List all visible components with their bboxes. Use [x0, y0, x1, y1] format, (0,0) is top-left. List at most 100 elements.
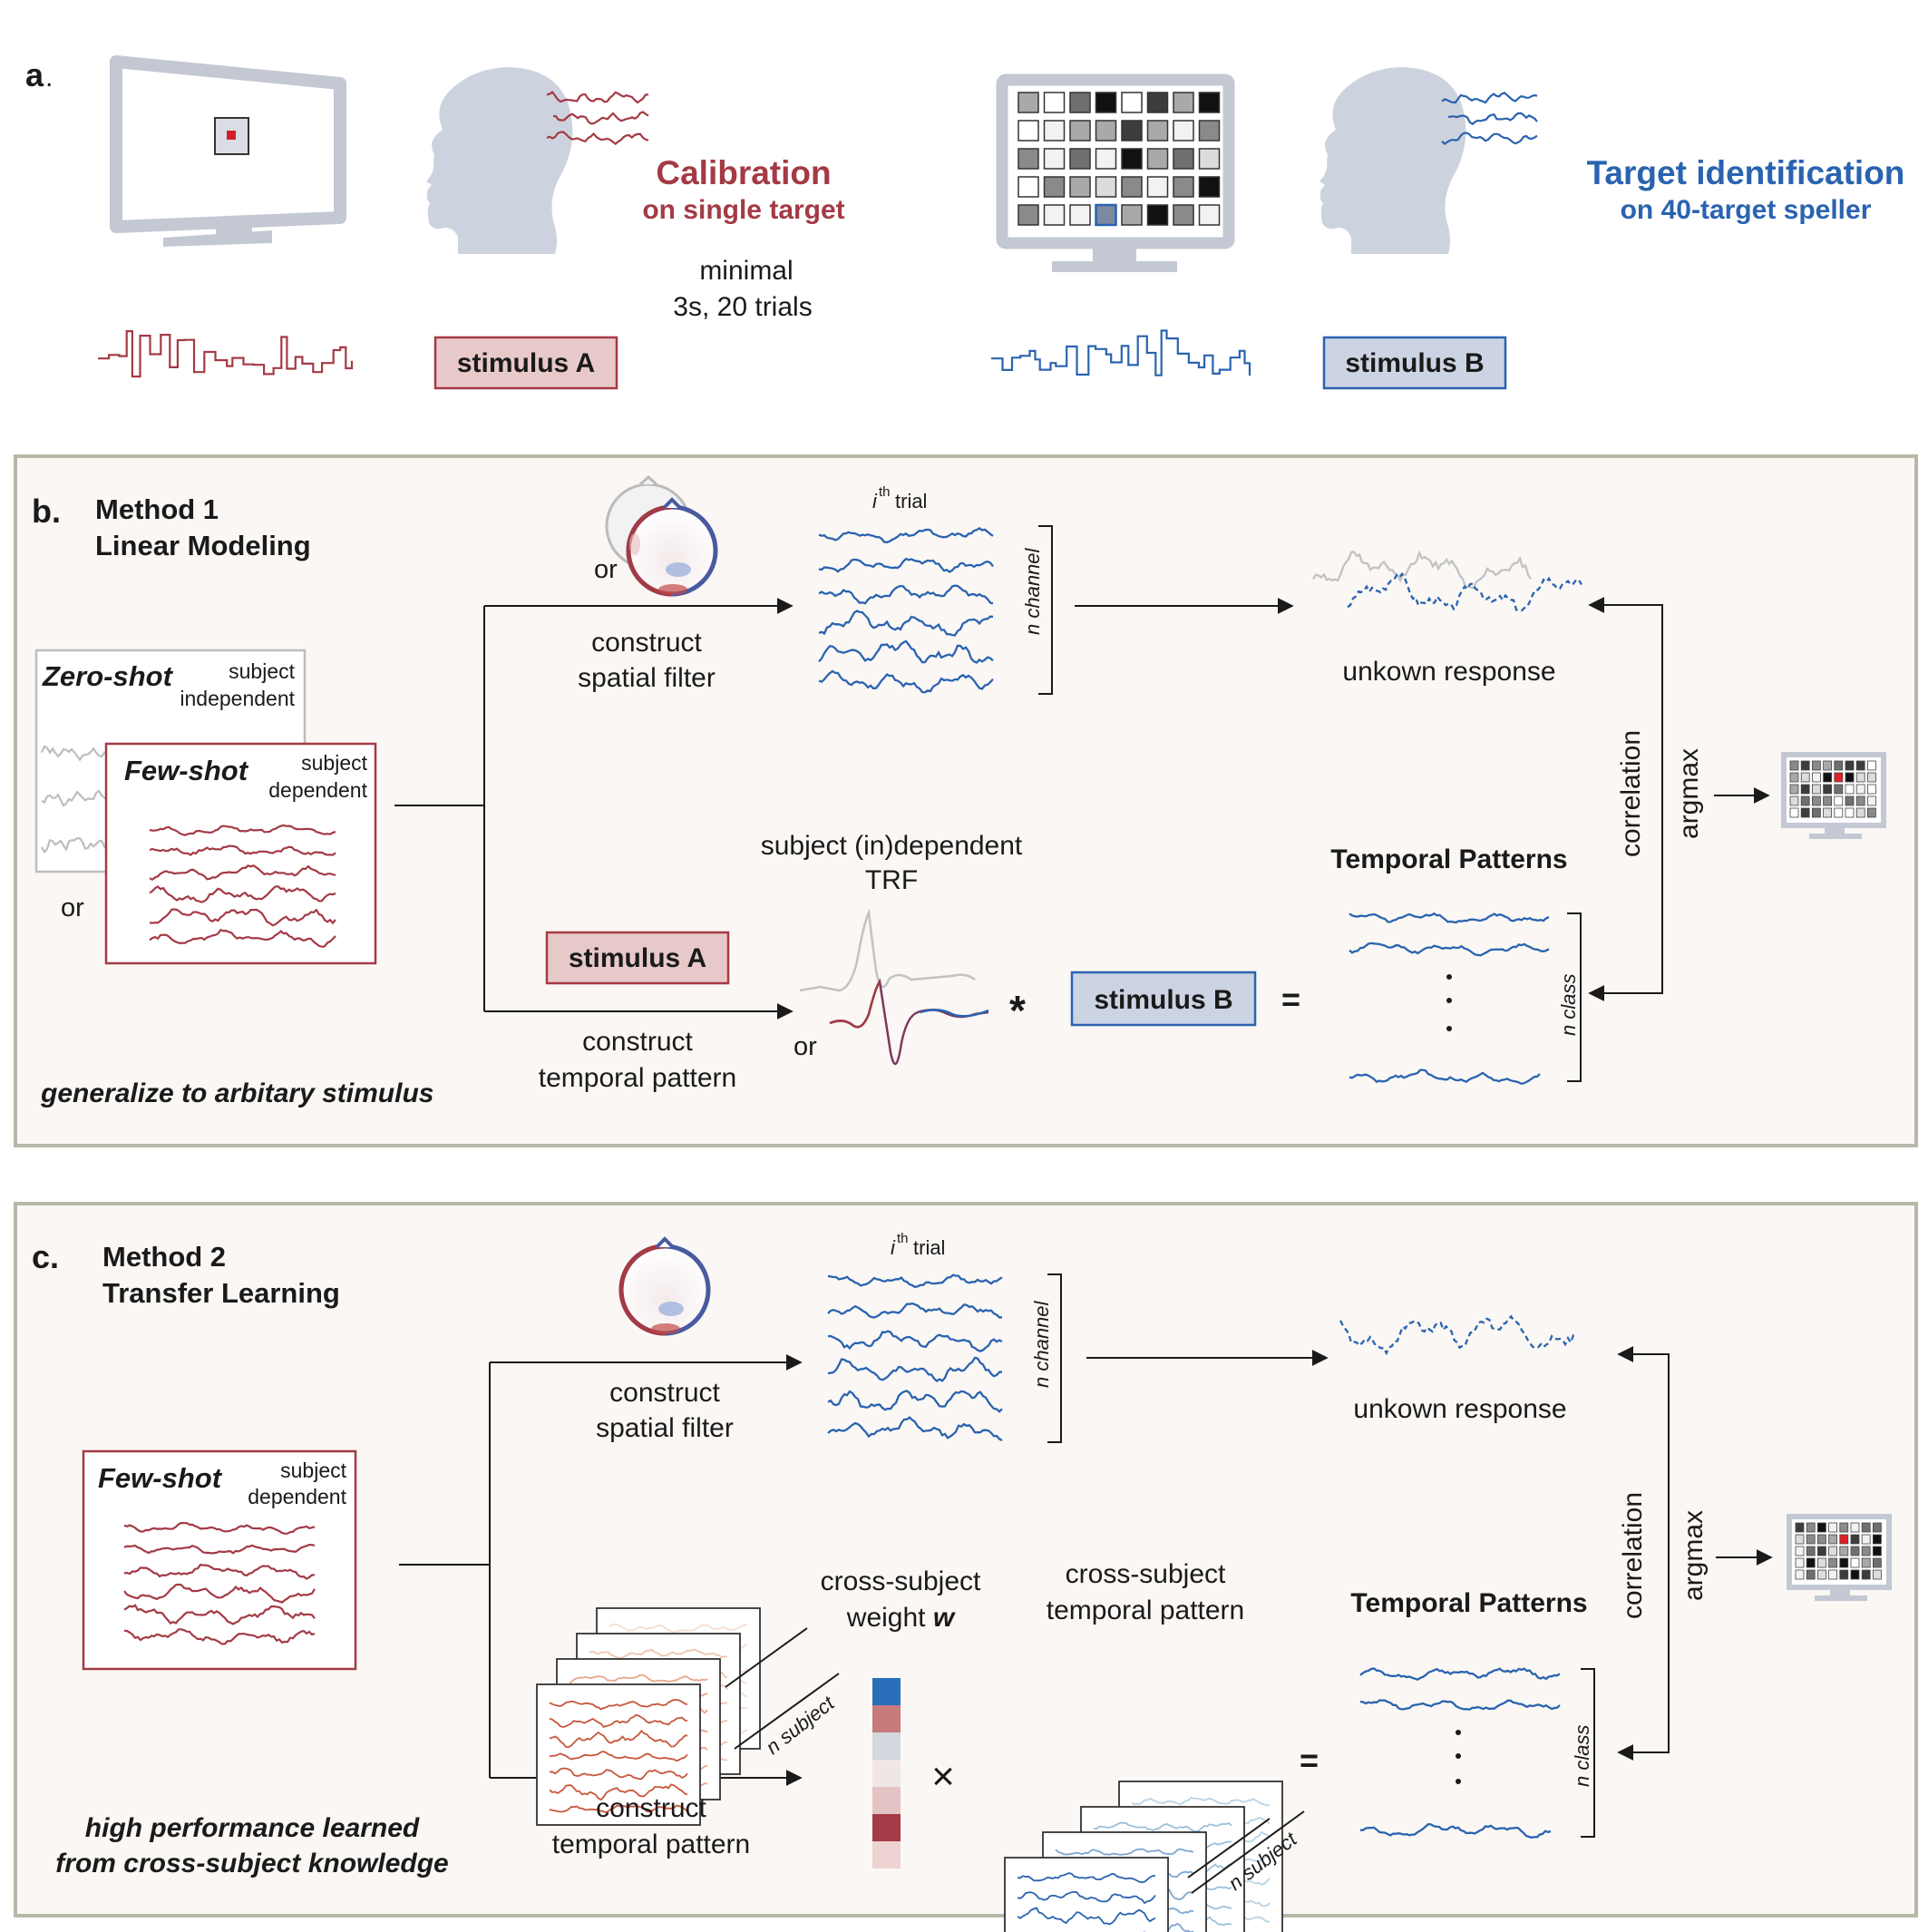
speller-cell: [1861, 1546, 1871, 1556]
speller-cell: [1828, 1522, 1837, 1533]
n-channel-label-c: n channel: [1030, 1300, 1053, 1388]
panel-b-label: b.: [32, 493, 61, 530]
scalp-map-c-icon: [618, 1236, 711, 1336]
speller-cell: [1069, 120, 1091, 141]
speller-cell: [1866, 795, 1876, 806]
construct-temporal-label-c: construct: [596, 1793, 706, 1823]
n-subject-line-2b: [1191, 1810, 1305, 1894]
speller-cell: [1855, 807, 1865, 818]
head-a-icon: [426, 67, 573, 254]
ith-sup: th: [879, 484, 891, 500]
speller-cell: [1121, 176, 1143, 198]
speller-cell: [1121, 204, 1143, 226]
speller-cell: [1069, 92, 1091, 113]
card-wave: [549, 1751, 688, 1762]
panel-b: b. Method 1 Linear Modeling or i th tria…: [14, 454, 1918, 1147]
ith-label-c: i: [891, 1236, 896, 1259]
speller-cell: [1834, 772, 1844, 783]
stimulus-a-label: stimulus A: [457, 348, 595, 378]
card-wave: [549, 1783, 688, 1801]
speller-cell: [1823, 807, 1832, 818]
speller-cell: [1872, 1557, 1882, 1568]
card-wave: [549, 1699, 688, 1711]
speller-cell: [1146, 176, 1169, 198]
speller-cell: [1198, 120, 1221, 141]
high-performance-caption: high performance learned: [85, 1813, 420, 1843]
speller-cell: [1850, 1546, 1860, 1556]
speller-cell: [1095, 92, 1117, 113]
weight-cell: [872, 1841, 901, 1869]
zero-shot-independent: independent: [180, 687, 295, 710]
n-subject-line-1b: [734, 1673, 840, 1750]
calibration-title: Calibration: [656, 154, 831, 191]
card-wave: [1093, 1821, 1232, 1833]
speller-cell: [1866, 807, 1876, 818]
n-class-bracket-c: [1581, 1668, 1595, 1838]
weight-cell: [872, 1787, 901, 1814]
temporal-patterns-waves: [1349, 912, 1550, 1085]
speller-cell: [1173, 148, 1194, 170]
speller-cell: [1198, 148, 1221, 170]
speller-cell: [1043, 148, 1066, 170]
stimulus-b-box-b: stimulus B: [1070, 971, 1257, 1027]
speller-cell: [1789, 807, 1799, 818]
few-shot-card-c: Few-shot subject dependent: [82, 1449, 357, 1671]
speller-cell: [1823, 784, 1832, 795]
cs-temporal-label: cross-subject: [1066, 1559, 1226, 1589]
cs-temporal-sublabel: temporal pattern: [1047, 1595, 1244, 1625]
few-shot-card: Few-shot subject dependent: [104, 742, 377, 965]
card-wave: [589, 1648, 728, 1659]
correlation-label: correlation: [1616, 730, 1646, 857]
panel-a-label: a: [25, 56, 44, 93]
speller-cell: [1795, 1534, 1805, 1545]
unknown-response-signal: [1312, 550, 1582, 612]
speller-cell: [1018, 120, 1039, 141]
scalp-map-color-icon: [626, 497, 718, 597]
speller-cell: [1043, 120, 1066, 141]
speller-cell: [1855, 795, 1865, 806]
speller-cell: [1198, 176, 1221, 198]
panel-b-subtitle: Linear Modeling: [95, 530, 311, 561]
weight-cell: [872, 1678, 901, 1705]
speller-cell: [1795, 1546, 1805, 1556]
connector-lines-b: [394, 598, 794, 1020]
eeg-lines-b: [1441, 92, 1538, 145]
speller-cell: [1812, 784, 1821, 795]
trf-sublabel: TRF: [865, 865, 918, 895]
trf-curves: [799, 908, 989, 1065]
speller-cell: [1839, 1569, 1849, 1580]
speller-cell: [1043, 176, 1066, 198]
speller-cell: [1795, 1522, 1805, 1533]
speller-result-icon-b: [1781, 752, 1886, 839]
weight-cell: [872, 1814, 901, 1841]
speller-cell: [1861, 1557, 1871, 1568]
trial-label-c: trial: [913, 1236, 945, 1259]
stimulus-a-waveform: [98, 330, 354, 378]
speller-cell: [1789, 784, 1799, 795]
speller-cell: [1146, 120, 1169, 141]
speller-cell: [1069, 148, 1091, 170]
card-wave: [609, 1623, 748, 1633]
few-shot-subject-c: subject: [280, 1459, 346, 1482]
ith-label: i: [872, 490, 878, 512]
few-shot-label: Few-shot: [124, 755, 249, 786]
speller-cell: [1121, 148, 1143, 170]
speller-cell: [1806, 1569, 1816, 1580]
ellipsis-dots-b: [1446, 974, 1452, 1031]
speller-cell: [1872, 1522, 1882, 1533]
speller-cell: [1828, 1546, 1837, 1556]
speller-cell: [1866, 784, 1876, 795]
speller-cell: [1173, 176, 1194, 198]
zero-shot-subject: subject: [229, 659, 295, 683]
speller-cell: [1817, 1569, 1826, 1580]
speller-cell: [1861, 1522, 1871, 1533]
generalize-caption: generalize to arbitary stimulus: [40, 1078, 433, 1108]
equals-symbol-c: =: [1300, 1742, 1319, 1779]
speller-cell: [1855, 772, 1865, 783]
stimulus-b-label: stimulus B: [1345, 348, 1484, 378]
speller-cell: [1043, 92, 1066, 113]
stimulus-b-box: stimulus B: [1322, 336, 1507, 390]
speller-cell: [1850, 1557, 1860, 1568]
speller-cell: [1845, 784, 1855, 795]
speller-cell: [1173, 92, 1194, 113]
